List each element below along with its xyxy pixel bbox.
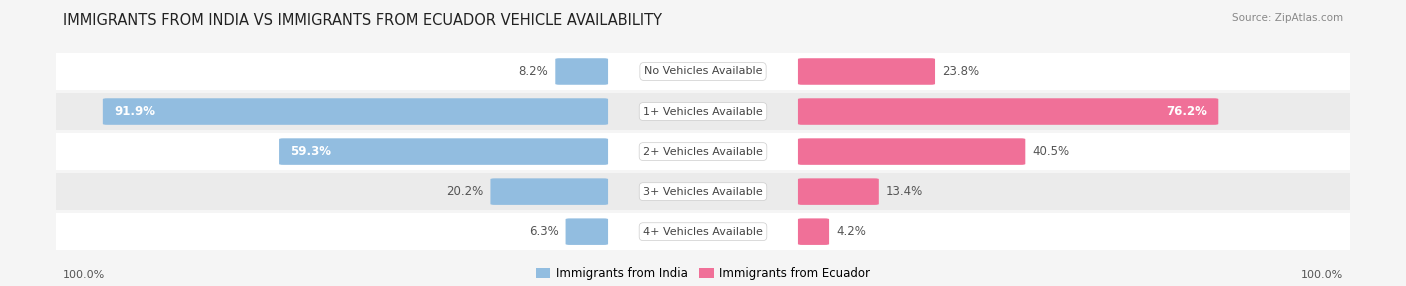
Text: 4+ Vehicles Available: 4+ Vehicles Available — [643, 227, 763, 237]
FancyBboxPatch shape — [799, 178, 879, 205]
Text: Source: ZipAtlas.com: Source: ZipAtlas.com — [1232, 13, 1343, 23]
FancyBboxPatch shape — [31, 132, 1375, 171]
Text: 100.0%: 100.0% — [1301, 270, 1343, 279]
FancyBboxPatch shape — [103, 98, 607, 125]
Text: 91.9%: 91.9% — [114, 105, 155, 118]
FancyBboxPatch shape — [31, 92, 1375, 131]
Text: 2+ Vehicles Available: 2+ Vehicles Available — [643, 147, 763, 156]
FancyBboxPatch shape — [799, 138, 1025, 165]
Text: 59.3%: 59.3% — [290, 145, 332, 158]
FancyBboxPatch shape — [799, 58, 935, 85]
Text: IMMIGRANTS FROM INDIA VS IMMIGRANTS FROM ECUADOR VEHICLE AVAILABILITY: IMMIGRANTS FROM INDIA VS IMMIGRANTS FROM… — [63, 13, 662, 28]
FancyBboxPatch shape — [565, 219, 607, 245]
Text: No Vehicles Available: No Vehicles Available — [644, 67, 762, 76]
FancyBboxPatch shape — [278, 138, 607, 165]
Text: 40.5%: 40.5% — [1032, 145, 1070, 158]
FancyBboxPatch shape — [31, 172, 1375, 211]
Text: 20.2%: 20.2% — [446, 185, 484, 198]
Text: 13.4%: 13.4% — [886, 185, 924, 198]
Legend: Immigrants from India, Immigrants from Ecuador: Immigrants from India, Immigrants from E… — [536, 267, 870, 280]
Text: 6.3%: 6.3% — [529, 225, 558, 238]
FancyBboxPatch shape — [31, 212, 1375, 251]
Text: 1+ Vehicles Available: 1+ Vehicles Available — [643, 107, 763, 116]
FancyBboxPatch shape — [555, 58, 607, 85]
FancyBboxPatch shape — [799, 98, 1218, 125]
FancyBboxPatch shape — [31, 52, 1375, 91]
FancyBboxPatch shape — [799, 219, 830, 245]
Text: 100.0%: 100.0% — [63, 270, 105, 279]
Text: 8.2%: 8.2% — [519, 65, 548, 78]
Text: 23.8%: 23.8% — [942, 65, 979, 78]
Text: 4.2%: 4.2% — [837, 225, 866, 238]
Text: 76.2%: 76.2% — [1166, 105, 1206, 118]
FancyBboxPatch shape — [491, 178, 607, 205]
Text: 3+ Vehicles Available: 3+ Vehicles Available — [643, 187, 763, 196]
